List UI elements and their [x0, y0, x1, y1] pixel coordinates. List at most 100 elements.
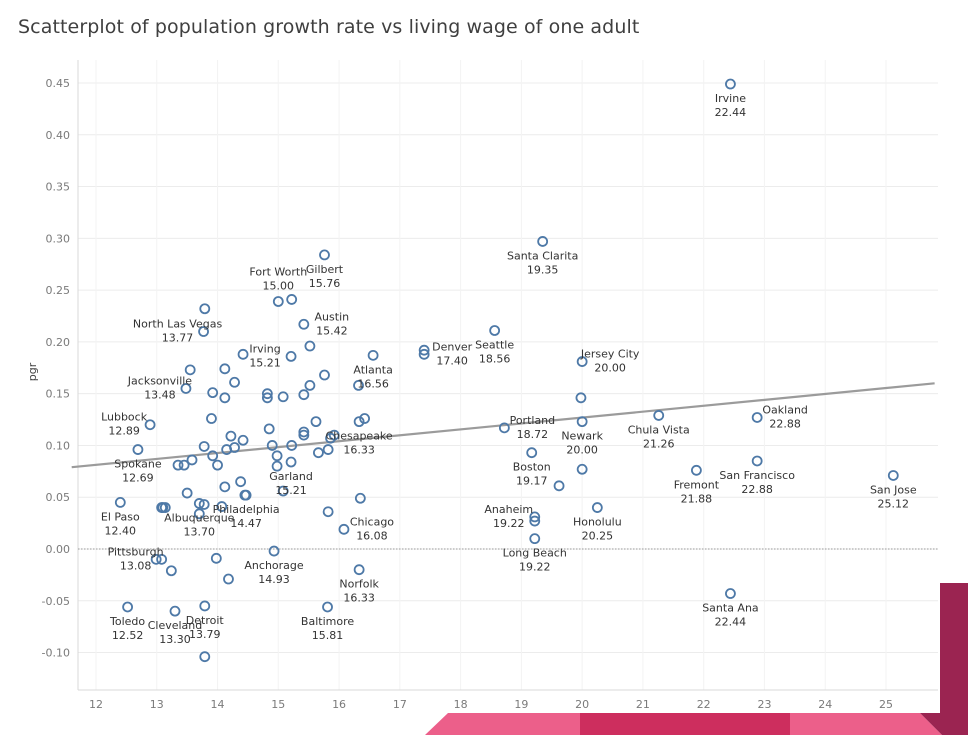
data-point[interactable]: [359, 413, 371, 424]
data-point[interactable]: [529, 511, 541, 523]
data-point[interactable]: [298, 426, 310, 438]
data-point[interactable]: [144, 419, 156, 431]
data-point[interactable]: [199, 651, 211, 663]
data-point[interactable]: [122, 601, 133, 613]
data-point[interactable]: [498, 422, 510, 434]
data-point[interactable]: [310, 416, 322, 428]
data-point[interactable]: [237, 434, 249, 446]
data-point[interactable]: [132, 444, 144, 455]
data-point[interactable]: [210, 552, 222, 564]
data-point[interactable]: [219, 363, 231, 375]
data-point[interactable]: [751, 455, 763, 467]
data-point[interactable]: [298, 429, 310, 441]
data-point[interactable]: [319, 249, 330, 261]
data-point[interactable]: [575, 392, 587, 404]
data-point[interactable]: [322, 506, 334, 518]
data-point[interactable]: [219, 481, 231, 493]
data-point[interactable]: [286, 294, 298, 305]
data-point[interactable]: [322, 601, 333, 613]
data-point[interactable]: [165, 565, 177, 577]
data-point[interactable]: [207, 450, 219, 462]
data-point[interactable]: [277, 391, 289, 403]
data-point[interactable]: [271, 460, 283, 472]
data-point[interactable]: [261, 388, 273, 400]
data-point[interactable]: [237, 348, 249, 360]
data-point[interactable]: [206, 413, 217, 424]
data-point[interactable]: [235, 476, 247, 488]
data-point[interactable]: [285, 456, 297, 468]
data-point[interactable]: [537, 236, 549, 247]
data-point[interactable]: [150, 553, 162, 565]
data-point[interactable]: [193, 498, 205, 509]
data-point[interactable]: [576, 356, 588, 367]
data-point[interactable]: [219, 392, 231, 404]
data-point[interactable]: [268, 545, 280, 557]
data-point[interactable]: [325, 432, 336, 444]
data-point[interactable]: [199, 303, 211, 315]
data-point[interactable]: [322, 444, 334, 455]
data-point[interactable]: [887, 470, 899, 481]
data-point[interactable]: [526, 447, 538, 459]
data-point[interactable]: [653, 410, 665, 421]
data-point[interactable]: [576, 463, 588, 475]
data-point[interactable]: [353, 416, 365, 428]
data-point[interactable]: [576, 416, 588, 428]
data-point[interactable]: [114, 496, 126, 508]
data-point[interactable]: [319, 369, 330, 381]
data-point[interactable]: [298, 318, 310, 330]
data-point[interactable]: [354, 492, 366, 504]
data-point[interactable]: [156, 553, 168, 565]
data-point[interactable]: [367, 349, 379, 361]
data-point[interactable]: [199, 600, 211, 612]
data-point[interactable]: [181, 487, 193, 499]
data-point[interactable]: [529, 515, 541, 527]
data-point[interactable]: [193, 508, 205, 520]
data-point[interactable]: [216, 501, 228, 512]
data-point[interactable]: [272, 296, 284, 307]
data-point[interactable]: [172, 459, 184, 471]
data-point[interactable]: [266, 440, 278, 451]
data-point[interactable]: [529, 533, 541, 545]
data-point[interactable]: [178, 459, 190, 471]
data-point[interactable]: [263, 423, 275, 435]
x-tick-label: 12: [89, 698, 103, 711]
data-point[interactable]: [207, 387, 219, 399]
data-point[interactable]: [198, 441, 210, 452]
data-point[interactable]: [489, 325, 501, 336]
data-point[interactable]: [591, 502, 603, 513]
data-point[interactable]: [338, 523, 350, 535]
data-point[interactable]: [725, 588, 736, 599]
data-point[interactable]: [304, 379, 316, 391]
data-point[interactable]: [198, 499, 210, 510]
data-point[interactable]: [198, 326, 209, 337]
point-label-name: Irving: [249, 342, 280, 355]
data-point[interactable]: [286, 440, 298, 451]
data-point[interactable]: [353, 379, 364, 391]
data-point[interactable]: [691, 464, 702, 476]
data-point[interactable]: [353, 564, 365, 576]
data-point[interactable]: [553, 480, 565, 492]
data-point[interactable]: [186, 454, 198, 466]
data-point[interactable]: [298, 389, 310, 401]
data-point[interactable]: [229, 376, 240, 388]
data-point[interactable]: [159, 502, 171, 513]
data-point[interactable]: [285, 350, 297, 362]
data-point[interactable]: [418, 344, 430, 356]
data-point[interactable]: [725, 78, 736, 90]
data-point[interactable]: [313, 447, 324, 459]
data-point[interactable]: [240, 489, 252, 501]
data-point[interactable]: [169, 605, 181, 617]
data-point[interactable]: [223, 573, 234, 585]
data-point[interactable]: [277, 485, 289, 497]
data-point[interactable]: [156, 502, 168, 513]
data-point[interactable]: [225, 430, 237, 442]
data-point[interactable]: [261, 392, 273, 404]
data-point[interactable]: [212, 459, 223, 471]
data-point[interactable]: [229, 442, 240, 453]
data-point[interactable]: [184, 364, 196, 376]
data-point[interactable]: [271, 450, 283, 462]
data-point[interactable]: [304, 340, 316, 352]
data-point[interactable]: [418, 348, 430, 360]
data-point[interactable]: [180, 383, 192, 394]
data-point[interactable]: [751, 412, 763, 423]
